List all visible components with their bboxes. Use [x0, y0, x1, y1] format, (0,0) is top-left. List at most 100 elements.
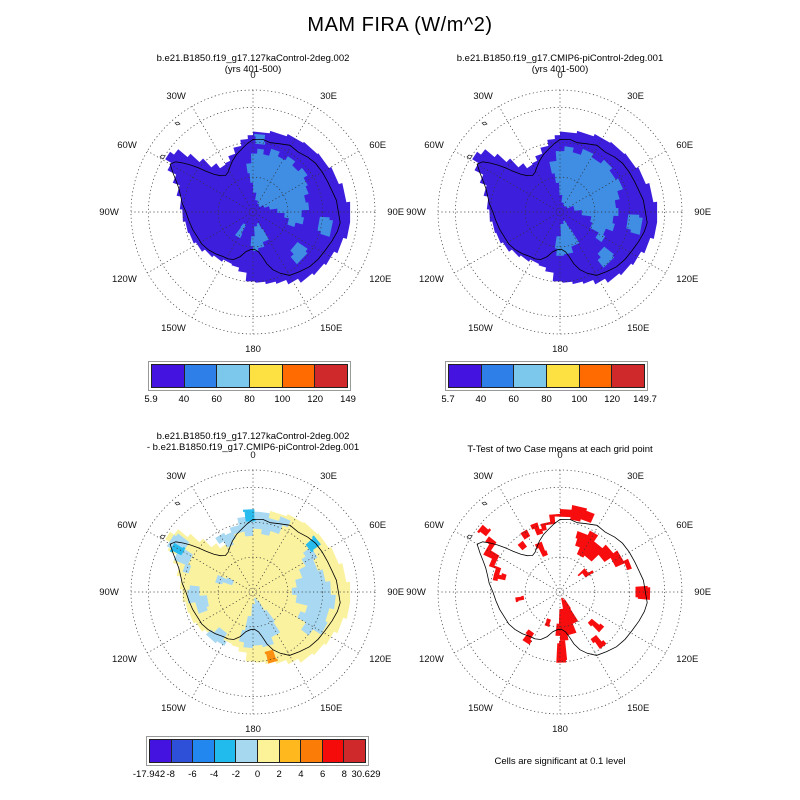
- panel-case2-title-line1: b.e21.B1850.f19_g17.CMIP6-piControl-2deg…: [456, 53, 664, 64]
- colorbar-tick-label: 120: [604, 394, 621, 405]
- lon-label: 120W: [112, 274, 137, 285]
- colorbar-tick-label: 149.7: [633, 394, 657, 405]
- lon-label: 30W: [166, 91, 186, 102]
- colorbar-segment: [184, 365, 218, 387]
- colorbar-tick-label: 40: [178, 394, 190, 405]
- lon-label: 90E: [694, 207, 711, 218]
- colorbar-segment: [322, 740, 345, 762]
- map-difference: 0 30E 60E 90E 120E 150E 180 150W 120W 90W 60W 30W: [99, 450, 404, 735]
- panel-case2-title-line2: (yrs 401-500): [531, 63, 589, 75]
- data-cells: [477, 505, 651, 663]
- antarctica-coastline: [466, 121, 648, 276]
- lon-label: 90E: [387, 207, 404, 218]
- colorbar-tick-label: 30.629: [351, 769, 381, 780]
- colorbar-tick-label: 80: [541, 394, 552, 405]
- lon-labels: 0 30E 60E 90E 120E 150E 180 150W 120W 90W 60W 30W: [406, 450, 711, 735]
- map-case1: 0 30E 60E 90E 120E 150E 180 150W 120W 90W 60W 30W: [99, 70, 404, 355]
- lon-label: 90E: [694, 587, 711, 598]
- colorbar-tick-label: -2: [231, 769, 241, 780]
- colorbar-segment: [282, 365, 316, 387]
- lon-label: 60E: [676, 140, 693, 151]
- lon-labels: 0 30E 60E 90E 120E 150E 180 150W 120W 90W 60W 30W: [99, 70, 404, 355]
- colorbar-segment: [236, 740, 258, 762]
- colorbar-case2: 5.7 40 60 80 100 120 149.7: [441, 361, 657, 406]
- lon-label: 30W: [166, 471, 186, 482]
- lon-label: 120E: [369, 654, 391, 665]
- lon-label: 90W: [99, 207, 119, 218]
- colorbar-case1: 5.9 40 60 80 100 120 149: [144, 361, 356, 406]
- lon-label: 60W: [117, 520, 137, 531]
- lon-label: 30E: [320, 471, 337, 482]
- colorbar-segment: [193, 740, 215, 762]
- island-mark: [174, 501, 181, 506]
- island-mark: [466, 534, 473, 540]
- lon-label: 180: [245, 724, 261, 735]
- panel-case2-title: b.e21.B1850.f19_g17.CMIP6-piControl-2deg…: [410, 53, 710, 75]
- lon-label: 150W: [161, 703, 186, 714]
- colorbar-tick-label: -17.942: [132, 769, 166, 780]
- graticule: [130, 89, 376, 335]
- panel-ttest-title: T-Test of two Case means at each grid po…: [410, 444, 710, 456]
- colorbar-tick-label: 60: [211, 394, 222, 405]
- colorbar-segment: [449, 365, 482, 387]
- island-mark: [481, 501, 488, 506]
- lon-label: 150W: [468, 703, 493, 714]
- data-cells: [165, 509, 351, 665]
- graticule: [437, 469, 683, 715]
- colorbar-bar: [445, 361, 648, 391]
- lon-label: 120E: [676, 274, 698, 285]
- colorbar-bar: [146, 736, 369, 766]
- colorbar-segment: [171, 740, 194, 762]
- colorbar-segment: [344, 740, 365, 762]
- colorbar-tick-label: -6: [188, 769, 197, 780]
- colorbar-tick-labels: -17.942 -8 -6 -4 -2 0 2 4 6 8 30.629: [133, 769, 381, 781]
- colorbar-tick-label: 100: [274, 394, 291, 405]
- panel-diff-title-line1: b.e21.B1850.f19_g17.127kaControl-2deg.00…: [156, 431, 350, 442]
- island-mark: [466, 154, 473, 160]
- lon-label: 150E: [627, 323, 649, 334]
- data-cells: [472, 130, 658, 285]
- colorbar-segment: [217, 365, 251, 387]
- colorbar-segment: [150, 740, 172, 762]
- colorbar-tick-labels: 5.9 40 60 80 100 120 149: [144, 394, 356, 406]
- colorbar-segment: [547, 365, 580, 387]
- map-ttest: 0 30E 60E 90E 120E 150E 180 150W 120W 90W 60W 30W: [406, 450, 711, 735]
- colorbar-segment: [481, 365, 515, 387]
- colorbar-segment: [214, 740, 237, 762]
- lon-label: 180: [552, 344, 568, 355]
- island-mark: [174, 121, 181, 126]
- ttest-caption: Cells are significant at 0.1 level: [494, 756, 626, 767]
- antarctica-coastline: [159, 501, 341, 656]
- lon-label: 30E: [627, 91, 644, 102]
- lon-label: 60E: [369, 520, 386, 531]
- lon-label: 60W: [424, 520, 444, 531]
- lon-label: 90E: [387, 587, 404, 598]
- lon-label: 60E: [676, 520, 693, 531]
- colorbar-tick-label: 4: [298, 769, 304, 780]
- lon-label: 120W: [419, 654, 444, 665]
- colorbar-segment: [257, 740, 280, 762]
- colorbar-difference: -17.942 -8 -6 -4 -2 0 2 4 6 8 30.629: [133, 736, 381, 781]
- colorbar-tick-label: 80: [244, 394, 255, 405]
- lon-labels: 0 30E 60E 90E 120E 150E 180 150W 120W 90W 60W 30W: [406, 70, 711, 355]
- colorbar-tick-label: 8: [341, 769, 347, 780]
- lon-label: 90W: [406, 587, 426, 598]
- colorbar-segment: [152, 365, 185, 387]
- lon-label: 30E: [627, 471, 644, 482]
- lon-label: 150W: [161, 323, 186, 334]
- colorbar-segment: [279, 740, 302, 762]
- lon-label: 150W: [468, 323, 493, 334]
- lon-label: 30W: [473, 471, 493, 482]
- figure-title: MAM FIRA (W/m^2): [307, 14, 493, 36]
- colorbar-segment: [301, 740, 323, 762]
- colorbar-tick-label: 100: [571, 394, 588, 405]
- colorbar-tick-label: 149: [340, 394, 356, 405]
- antarctica-coastline: [466, 501, 648, 656]
- panel-case1-title: b.e21.B1850.f19_g17.127kaControl-2deg.00…: [103, 53, 403, 75]
- lon-label: 120E: [369, 274, 391, 285]
- lon-label: 120W: [112, 654, 137, 665]
- colorbar-tick-label: 60: [508, 394, 519, 405]
- colorbar-tick-label: 0: [254, 769, 261, 780]
- lon-label: 180: [245, 344, 261, 355]
